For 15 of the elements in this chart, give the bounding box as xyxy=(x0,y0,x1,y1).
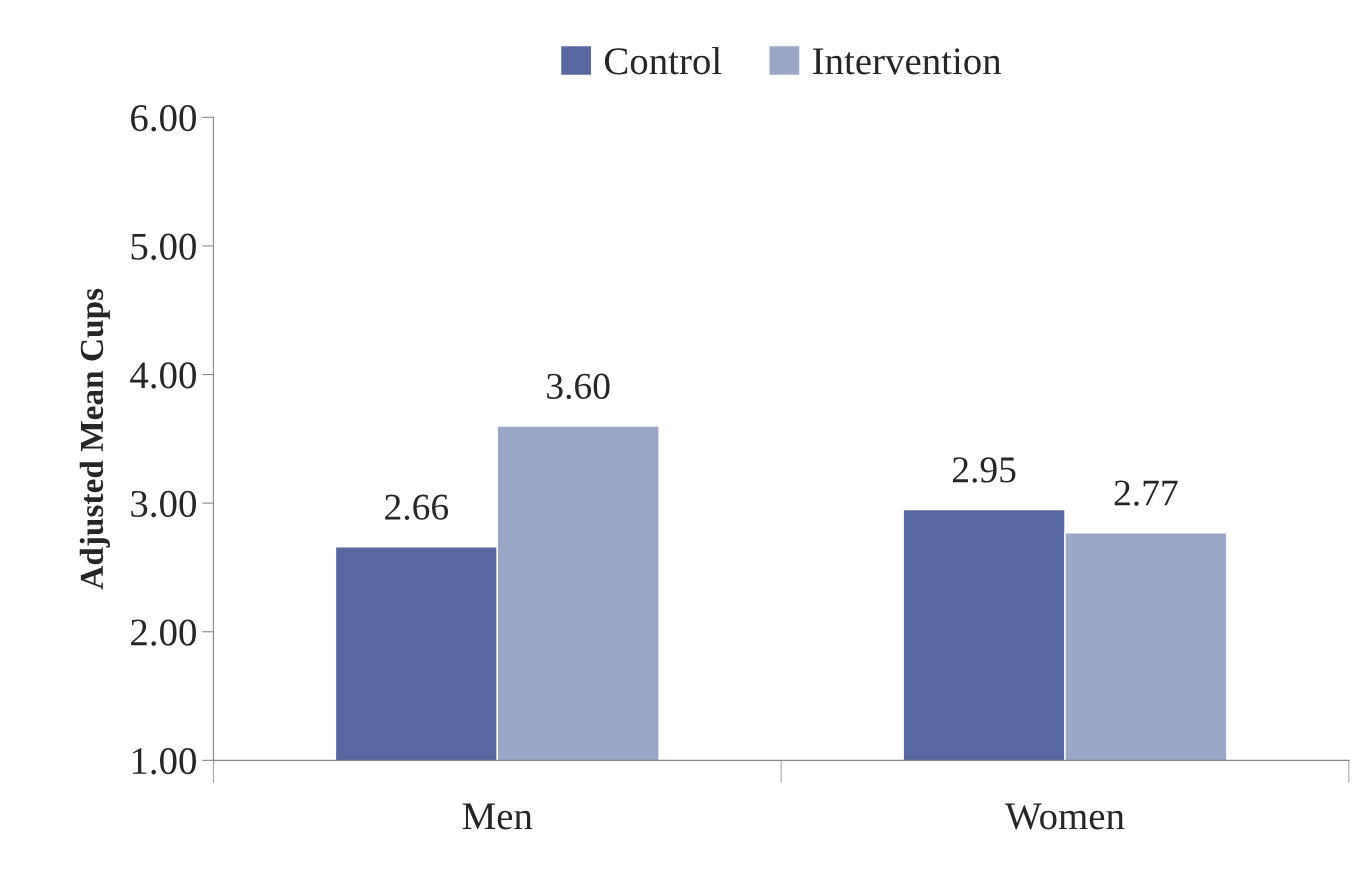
data-label: 3.60 xyxy=(547,373,610,400)
data-label: 2.66 xyxy=(385,494,449,520)
y-tick-label: 5.00 xyxy=(131,233,196,260)
data-label: 2.77 xyxy=(1114,480,1178,506)
y-tick-label: 1.00 xyxy=(132,748,196,775)
y-tick-label: 6.00 xyxy=(131,104,196,132)
legend-label: Control xyxy=(604,47,722,75)
x-tick-label: Men xyxy=(462,803,533,830)
x-tick-label: Women xyxy=(1005,803,1125,830)
data-label: 2.95 xyxy=(952,457,1016,483)
legend-label: Intervention xyxy=(813,48,1002,75)
y-tick-label: 2.00 xyxy=(131,619,196,646)
y-tick-label: 4.00 xyxy=(130,362,196,389)
y-tick-label: 3.00 xyxy=(131,490,196,518)
y-axis-title: Adjusted Mean Cups xyxy=(79,288,110,590)
